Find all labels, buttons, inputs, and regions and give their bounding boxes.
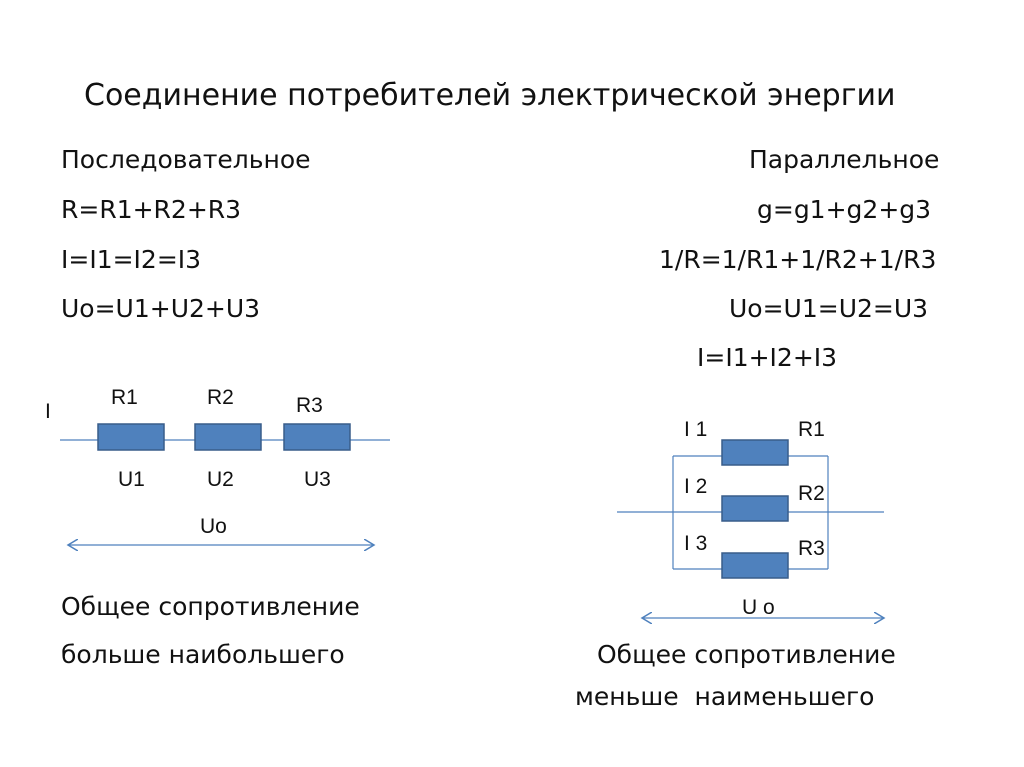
resistor-r2: [194, 423, 262, 451]
parallel-i2-label: I 2: [684, 475, 708, 498]
resistor-p1: [721, 439, 789, 466]
series-u1-label: U1: [118, 468, 145, 491]
series-r2-label: R2: [207, 386, 234, 409]
slide-title: Соединение потребителей электрической эн…: [84, 78, 896, 113]
series-heading: Последовательное: [61, 145, 311, 174]
series-formula-2: I=I1=I2=I3: [61, 245, 202, 274]
parallel-uo-label: U o: [742, 596, 775, 619]
parallel-formula-1: g=g1+g2+g3: [757, 195, 932, 224]
resistor-r3: [283, 423, 351, 451]
resistor-r1: [97, 423, 165, 451]
parallel-conclusion-2: меньше наименьшего: [575, 682, 875, 711]
series-conclusion-2: больше наибольшего: [61, 640, 345, 669]
series-current-label: I: [45, 400, 51, 423]
parallel-i3-label: I 3: [684, 532, 708, 555]
parallel-formula-4: I=I1+I2+I3: [697, 343, 838, 372]
series-formula-3: Uo=U1+U2+U3: [61, 294, 261, 323]
series-r1-label: R1: [111, 386, 138, 409]
series-uo-label: Uo: [200, 515, 227, 538]
parallel-circuit: [617, 439, 884, 618]
parallel-r2-label: R2: [798, 482, 825, 505]
parallel-heading: Параллельное: [749, 145, 940, 174]
series-formula-1: R=R1+R2+R3: [61, 195, 242, 224]
parallel-i1-label: I 1: [684, 418, 708, 441]
parallel-r1-label: R1: [798, 418, 825, 441]
parallel-conclusion-1: Общее сопротивление: [597, 640, 896, 669]
parallel-formula-2: 1/R=1/R1+1/R2+1/R3: [659, 245, 937, 274]
series-circuit: [60, 423, 390, 545]
series-u3-label: U3: [304, 468, 331, 491]
resistor-p3: [721, 552, 789, 579]
series-u2-label: U2: [207, 468, 234, 491]
resistor-p2: [721, 495, 789, 522]
series-conclusion-1: Общее сопротивление: [61, 592, 360, 621]
parallel-formula-3: Uo=U1=U2=U3: [729, 294, 929, 323]
parallel-r3-label: R3: [798, 537, 825, 560]
series-r3-label: R3: [296, 394, 323, 417]
